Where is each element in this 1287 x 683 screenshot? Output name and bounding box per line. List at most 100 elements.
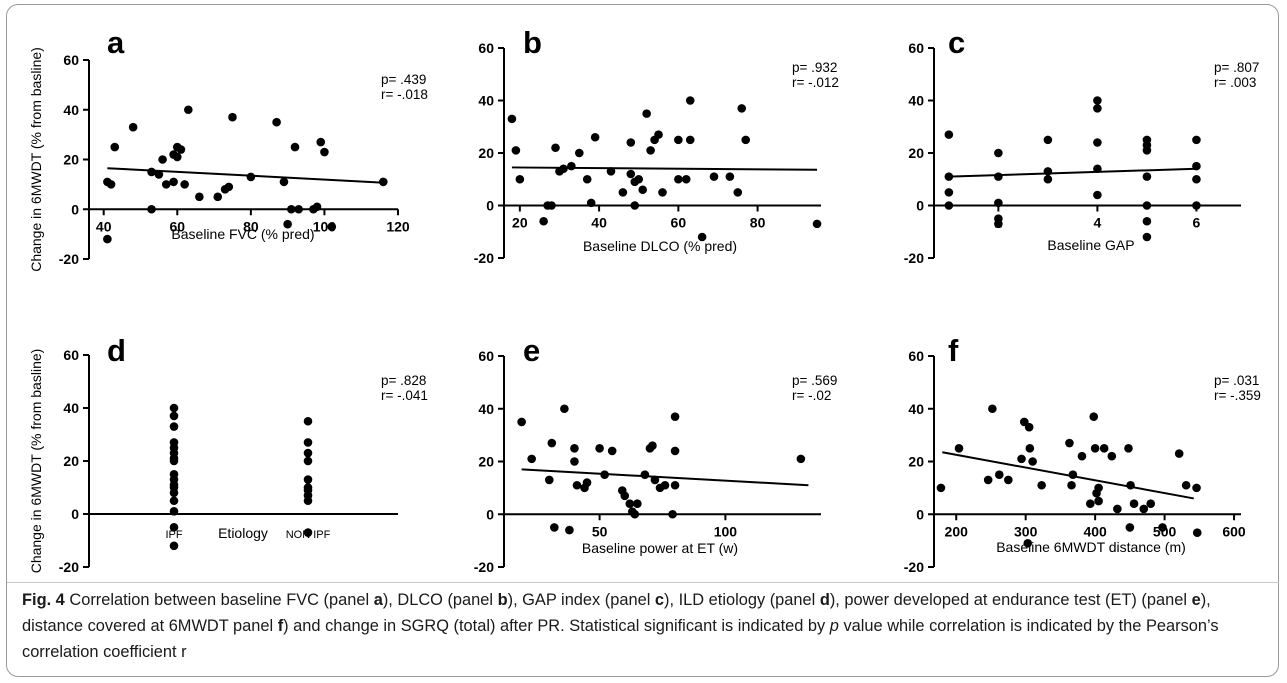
caption-p-italic: p [829, 617, 839, 635]
panel-e-data-point [582, 478, 592, 487]
panel-e-data-point [607, 446, 617, 456]
panel-d-data-point [303, 475, 313, 484]
panel-a-data-point [287, 204, 296, 214]
panel-d-letter: d [107, 333, 126, 368]
panel-e-data-point [640, 470, 650, 479]
caption-panel-a: a [373, 591, 383, 609]
panel-d-y-label: Change in 6MWDT (% from basline) [28, 349, 44, 574]
panel-e-data-point [527, 454, 536, 464]
panel-a-y-tick-label: 20 [63, 152, 79, 168]
panel-b-data-point [586, 198, 596, 208]
panel-b-data-point [674, 174, 683, 184]
panel-b-data-point [737, 104, 747, 113]
panel-e-stat-p: p= .569 [792, 373, 837, 388]
panel-d-data-point [303, 438, 313, 447]
panel-a-x-tick-label: 120 [386, 218, 410, 234]
panel-d-data-point [169, 507, 179, 516]
panel-f-data-point [1094, 483, 1103, 493]
panel-f-stat-p: p= .031 [1214, 373, 1259, 388]
panel-f-x-tick-label: 200 [945, 523, 969, 539]
panel-d-data-point [169, 541, 179, 551]
panel-e-data-point [668, 509, 677, 519]
panel-b-x-tick-label: 80 [750, 215, 766, 231]
panel-c-y-tick-label: 0 [916, 198, 924, 214]
panel-c-data-point [944, 188, 954, 197]
panel-b-data-point [630, 201, 640, 210]
panel-c-data-point [1192, 135, 1201, 145]
panel-b-y-tick-label: 60 [478, 40, 494, 56]
panel-f-y-tick-label: 40 [908, 401, 924, 417]
panel-a-data-point [110, 142, 120, 152]
panel-a-data-point [184, 105, 193, 115]
panel-e-data-point [670, 412, 680, 421]
panel-e-x-tick-label: 50 [592, 523, 608, 539]
panel-f-data-point [1107, 451, 1117, 461]
panel-b-data-point [685, 96, 695, 105]
panel-e-data-point [595, 444, 604, 453]
panel-f-data-point [1024, 422, 1034, 432]
panel-a-data-point [195, 192, 204, 202]
panel-f-data-point [1124, 444, 1133, 453]
panel-f-data-point [1089, 412, 1099, 421]
panel-c-data-point [944, 130, 954, 139]
panel-b-stat-p: p= .932 [792, 60, 837, 75]
panel-e-y-tick-label: 40 [478, 401, 494, 417]
panel-b-data-point [697, 232, 707, 242]
panel-c-data-point [994, 219, 1003, 229]
panel-e-data-point [620, 491, 630, 501]
panel-d-data-point [303, 416, 313, 426]
panel-c-data-point [1142, 201, 1152, 210]
panel-b-letter: b [523, 25, 542, 60]
panel-f-stat-r: r= -.359 [1214, 388, 1261, 403]
panel-f-data-point [1094, 496, 1103, 506]
panel-f-data-point [1192, 483, 1201, 493]
caption-panel-c: c [654, 591, 665, 609]
panel-e-data-point [560, 404, 569, 414]
panel-a-data-point [106, 180, 116, 189]
panel-b-data-point [567, 161, 576, 171]
panel-d-y-tick-label: -20 [59, 559, 79, 575]
panel-f-data-point [1004, 475, 1013, 485]
caption-text-1: Correlation between baseline FVC (panel [64, 591, 374, 609]
panel-a-data-point [103, 234, 112, 244]
panel-b-data-point [618, 188, 628, 197]
panel-f-data-point [1125, 523, 1135, 532]
panel-d-data-point [303, 456, 313, 466]
caption-panel-d: d [819, 591, 830, 609]
panel-c-trend-line [948, 167, 1197, 178]
panel-f-data-point [1146, 499, 1156, 509]
panel-d-y-tick-label: 40 [63, 400, 79, 416]
panel-e-data-point [670, 446, 680, 456]
panel-e-data-point [648, 441, 657, 450]
caption-panel-b: b [497, 591, 508, 609]
panel-b-data-point [725, 172, 735, 181]
panel-f-data-point [1017, 454, 1026, 464]
panel-c-data-point [1142, 146, 1152, 155]
panel-b-data-point [590, 132, 600, 142]
caption-panel-e: e [1191, 591, 1201, 609]
panel-f-data-point [1174, 449, 1184, 458]
panel-b-data-point [812, 219, 822, 229]
panel-e-data-point [570, 457, 579, 466]
panel-c-data-point [1142, 216, 1152, 226]
panel-a-data-point [272, 117, 281, 127]
panel-a-data-point [213, 192, 223, 202]
panel-a-data-point [290, 142, 300, 152]
panel-b-y-tick-label: 40 [478, 93, 494, 109]
panel-d-data-point [169, 422, 179, 431]
panel-e-data-point [660, 480, 670, 490]
panel-b-data-point [539, 216, 548, 226]
panel-b-data-point [654, 130, 663, 139]
panel-a-letter: a [107, 25, 125, 60]
panel-b-x-tick-label: 20 [512, 215, 528, 231]
panel-a-data-point [180, 180, 189, 189]
panel-a-x-tick-label: 40 [96, 218, 112, 234]
panel-c-stat-p: p= .807 [1214, 60, 1259, 75]
panel-f-data-point [936, 483, 946, 493]
panel-b-data-point [507, 114, 517, 124]
panel-b-x-tick-label: 60 [671, 215, 687, 231]
panel-d-data-point [169, 496, 179, 506]
panel-d-data-point [169, 411, 179, 421]
panel-b-data-point [606, 167, 616, 176]
panel-a-data-point [147, 204, 156, 214]
